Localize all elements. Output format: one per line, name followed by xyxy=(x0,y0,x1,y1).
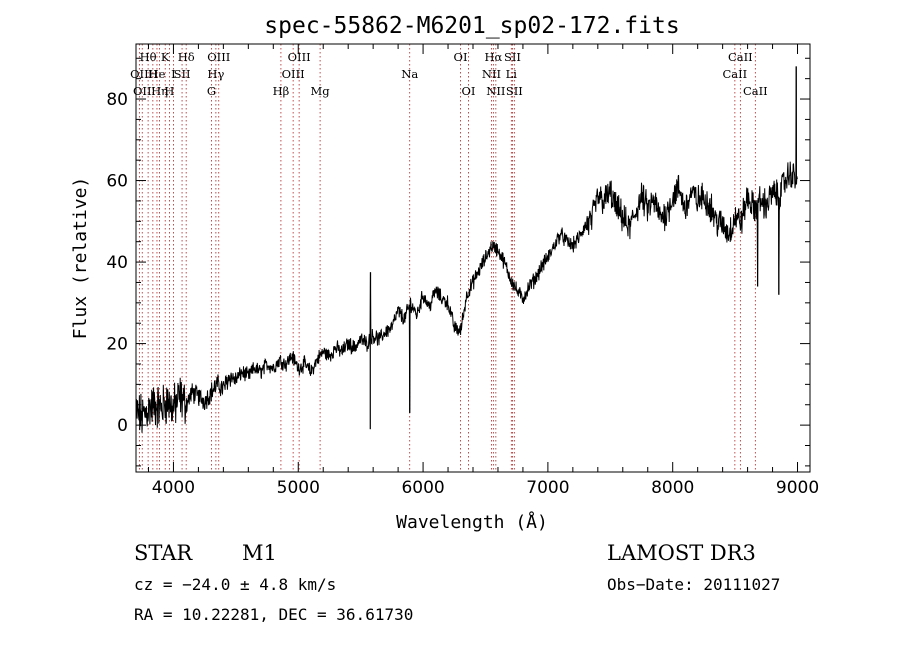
line-label: OI xyxy=(454,50,468,64)
line-label: H xyxy=(148,67,158,81)
line-label: Hγ xyxy=(207,67,224,81)
line-label: K xyxy=(161,50,170,64)
y-tick-label: 40 xyxy=(106,253,128,273)
line-label: SII xyxy=(504,50,521,64)
y-axis-ticks: 0 20 40 60 80 xyxy=(106,57,810,467)
line-label: He xyxy=(149,67,166,81)
y-tick-label: 20 xyxy=(106,335,128,355)
line-label: OII xyxy=(133,84,152,98)
line-label: Li xyxy=(506,67,518,81)
line-label: Hβ xyxy=(273,84,290,98)
line-label: G xyxy=(207,84,216,98)
spectrum-series xyxy=(135,66,798,433)
line-label: OII xyxy=(130,67,149,81)
line-label: Na xyxy=(401,67,418,81)
line-label: Hα xyxy=(484,50,502,64)
line-label: OIII xyxy=(207,50,230,64)
object-subclass: M1 xyxy=(242,541,277,565)
emission-line-labels: OIIOIIHθHHηHeKHISIIHδGHγOIIIHβOIIIOIIIMg… xyxy=(130,50,768,98)
y-axis-label: Flux (relative) xyxy=(70,177,91,340)
line-label: CaII xyxy=(743,84,768,98)
coordinates: RA = 10.22281, DEC = 36.61730 xyxy=(134,605,413,624)
y-tick-label: 60 xyxy=(106,172,128,192)
line-label: OIII xyxy=(288,50,311,64)
line-label: I xyxy=(171,67,176,81)
x-tick-label: 7000 xyxy=(526,478,569,498)
observation-date: Obs−Date: 20111027 xyxy=(607,575,780,594)
x-axis-ticks: 4000 5000 6000 7000 8000 9000 xyxy=(147,44,819,498)
line-label: NII xyxy=(482,67,501,81)
survey-name: LAMOST DR3 xyxy=(607,541,756,565)
line-label: Hη xyxy=(151,84,168,98)
object-class: STAR xyxy=(134,541,193,565)
line-label: H xyxy=(164,84,174,98)
line-label: Mg xyxy=(311,84,331,98)
line-label: Hθ xyxy=(140,50,157,64)
redshift-velocity: cz = −24.0 ± 4.8 km/s xyxy=(134,575,336,594)
emission-line-markers xyxy=(138,44,756,472)
line-label: SII xyxy=(174,67,191,81)
line-label: Hδ xyxy=(178,50,195,64)
flux-series-line xyxy=(135,66,798,433)
line-label: NII xyxy=(486,84,505,98)
line-label: CaII xyxy=(728,50,753,64)
x-tick-label: 5000 xyxy=(277,478,320,498)
x-tick-label: 9000 xyxy=(776,478,819,498)
plot-frame xyxy=(135,43,811,473)
line-label: SII xyxy=(506,84,523,98)
x-tick-label: 8000 xyxy=(651,478,694,498)
x-axis-label: Wavelength (Å) xyxy=(396,511,548,533)
line-label: CaII xyxy=(722,67,747,81)
x-tick-label: 4000 xyxy=(152,478,195,498)
y-tick-label: 0 xyxy=(117,416,128,436)
line-label: OI xyxy=(462,84,476,98)
line-label: OIII xyxy=(282,67,305,81)
x-tick-label: 6000 xyxy=(401,478,444,498)
y-tick-label: 80 xyxy=(106,90,128,110)
chart-title: spec-55862-M6201_sp02-172.fits xyxy=(264,13,679,39)
